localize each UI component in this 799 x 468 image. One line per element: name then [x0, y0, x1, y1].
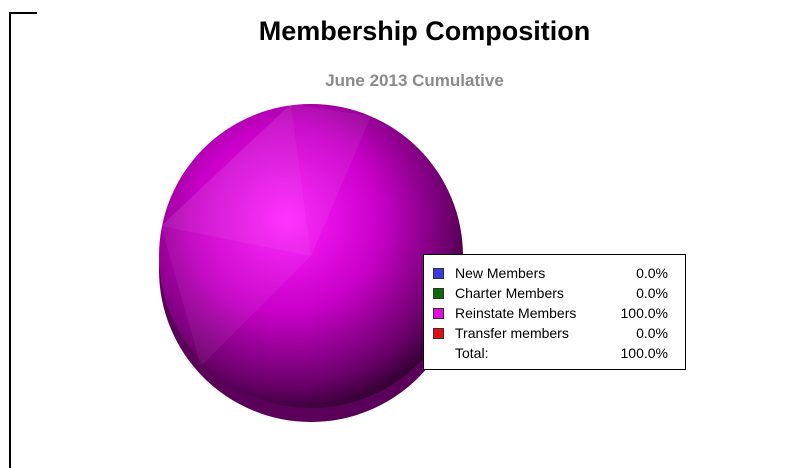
- legend-item-charter-members: Charter Members 0.0%: [424, 284, 685, 304]
- legend-total-row: Total: 100.0%: [424, 344, 685, 364]
- legend-value: 0.0%: [636, 285, 668, 301]
- legend-swatch-transfer-members: [433, 328, 444, 339]
- legend-swatch-reinstate-members: [433, 308, 444, 319]
- legend-value: 100.0%: [620, 305, 668, 321]
- chart-legend: New Members 0.0% Charter Members 0.0% Re…: [423, 254, 686, 370]
- legend-total-value: 100.0%: [620, 345, 668, 361]
- legend-value: 0.0%: [636, 265, 668, 281]
- legend-label: Transfer members: [455, 325, 569, 341]
- legend-value: 0.0%: [636, 325, 668, 341]
- legend-item-reinstate-members: Reinstate Members 100.0%: [424, 304, 685, 324]
- pie-shading-facet: [161, 104, 311, 256]
- chart-frame-top-border: [9, 12, 37, 14]
- pie-shading-facet: [161, 226, 311, 366]
- legend-total-label: Total:: [455, 345, 489, 361]
- legend-item-new-members: New Members 0.0%: [424, 264, 685, 284]
- legend-label: New Members: [455, 265, 546, 281]
- chart-frame-left-border: [9, 12, 11, 468]
- legend-swatch-charter-members: [433, 288, 444, 299]
- pie-shading-facet: [291, 104, 371, 256]
- legend-label: Reinstate Members: [455, 305, 577, 321]
- chart-subtitle: June 2013 Cumulative: [325, 71, 504, 90]
- chart-title: Membership Composition: [258, 16, 591, 46]
- legend-item-transfer-members: Transfer members 0.0%: [424, 324, 685, 344]
- pie-slice-reinstate-members: [159, 104, 463, 408]
- legend-label: Charter Members: [455, 285, 564, 301]
- legend-swatch-new-members: [433, 268, 444, 279]
